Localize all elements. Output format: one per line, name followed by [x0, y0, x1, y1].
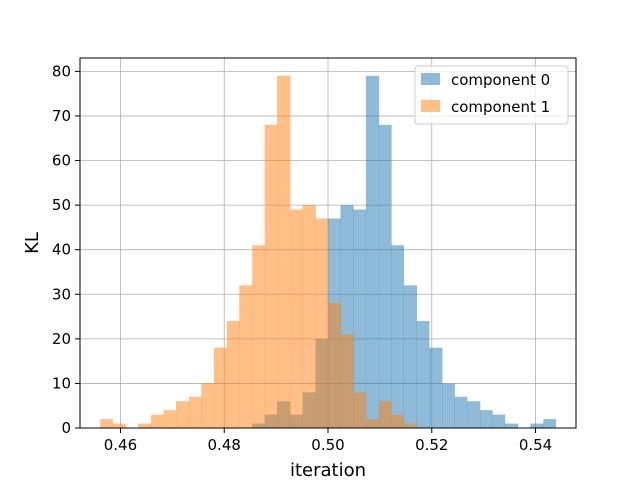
histogram-bar: [442, 383, 455, 428]
histogram-bar: [378, 401, 392, 428]
histogram-bar: [353, 392, 367, 428]
y-tick-label: 0: [61, 419, 71, 437]
histogram-bar: [454, 396, 468, 428]
histogram-bar: [378, 124, 392, 429]
x-tick-label: 0.52: [415, 436, 448, 454]
x-tick-label: 0.50: [311, 436, 344, 454]
histogram-bar: [112, 423, 126, 428]
y-tick-label: 70: [52, 107, 71, 125]
y-axis-ticks: 0 10 20 30 40 50 60 70 80: [52, 62, 80, 437]
legend-label-component-1: component 1: [451, 98, 550, 116]
histogram-bar: [340, 334, 354, 428]
histogram-bar: [480, 410, 493, 428]
histogram-bar: [151, 414, 164, 428]
x-tick-label: 0.46: [104, 436, 137, 454]
x-axis-label: iteration: [290, 460, 366, 480]
histogram-bar: [264, 124, 278, 429]
y-tick-label: 80: [52, 62, 71, 80]
legend-label-component-0: component 0: [451, 71, 550, 89]
histogram-bar: [416, 321, 430, 428]
histogram-bar: [302, 205, 316, 428]
histogram-bar: [138, 423, 152, 428]
histogram-bar: [226, 321, 240, 428]
histogram-bar: [100, 419, 113, 428]
y-tick-label: 10: [52, 374, 71, 392]
histogram-bar: [328, 303, 341, 428]
y-tick-label: 30: [52, 285, 71, 303]
histogram-bar: [163, 410, 177, 428]
histogram-bar: [403, 423, 418, 428]
y-axis-label: KL: [22, 232, 43, 254]
histogram-bar: [530, 423, 544, 428]
histogram-bar: [252, 245, 266, 428]
histogram-bar: [429, 347, 443, 428]
histogram-bar: [175, 401, 190, 428]
histogram-bar: [467, 401, 481, 428]
y-tick-label: 60: [52, 152, 71, 170]
series-component-1: [100, 75, 418, 429]
histogram-bar: [290, 209, 303, 428]
legend: component 0 component 1: [414, 65, 569, 125]
histogram-bar: [277, 75, 291, 428]
y-tick-label: 20: [52, 330, 71, 348]
legend-box: [414, 65, 569, 125]
histogram-bar: [201, 383, 215, 428]
histogram-bar: [353, 209, 367, 428]
histogram-bar: [365, 75, 380, 428]
histogram-bar: [365, 419, 380, 428]
histogram-bar: [492, 414, 506, 428]
histogram-bar: [391, 245, 405, 428]
histogram-bar: [391, 414, 405, 428]
histogram-bars: [100, 75, 557, 429]
x-axis-ticks: 0.46 0.48 0.50 0.52 0.54: [104, 428, 552, 454]
histogram-bar: [403, 285, 418, 428]
x-tick-label: 0.54: [519, 436, 552, 454]
histogram-bar: [239, 285, 253, 428]
x-tick-label: 0.48: [208, 436, 241, 454]
histogram-bar: [188, 396, 202, 428]
histogram-bar: [213, 347, 228, 428]
legend-swatch-component-1: [421, 100, 440, 112]
y-tick-label: 40: [52, 241, 71, 259]
histogram-bar: [504, 423, 519, 428]
legend-swatch-component-0: [421, 73, 440, 85]
histogram-bar: [543, 419, 557, 428]
y-tick-label: 50: [52, 196, 71, 214]
histogram-bar: [315, 218, 329, 428]
